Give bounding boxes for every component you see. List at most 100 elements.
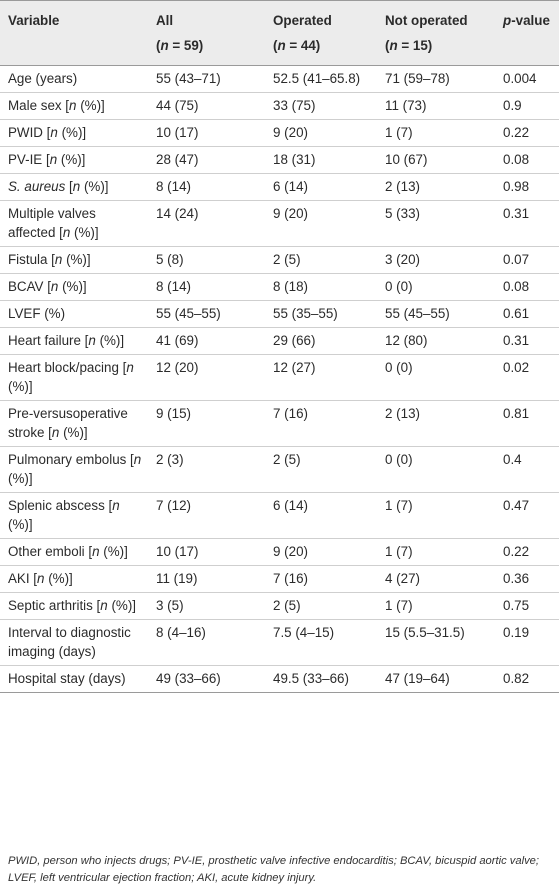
- header-row: Variable All (n = 59) Operated (n = 44) No…: [0, 0, 559, 66]
- cell-p-value: 0.19: [495, 619, 559, 666]
- cell-all: 9 (15): [148, 400, 265, 447]
- cell-operated: 9 (20): [265, 200, 377, 247]
- cell-all: 14 (24): [148, 200, 265, 247]
- table-body: Age (years) 55 (43–71) 52.5 (41–65.8) 71 (5…: [0, 65, 559, 693]
- cell-p-value: 0.02: [495, 354, 559, 401]
- cell-not-operated: 4 (27): [377, 565, 495, 593]
- table-row: Age (years) 55 (43–71) 52.5 (41–65.8) 71 (5…: [0, 65, 559, 93]
- cell-operated: 7 (16): [265, 565, 377, 593]
- cell-p-value: 0.36: [495, 565, 559, 593]
- cell-p-value: 0.82: [495, 665, 559, 693]
- table-row: Septic arthritis [n (%)] 3 (5) 2 (5) 1 (7) 0…: [0, 592, 559, 620]
- cell-variable: LVEF (%): [0, 300, 148, 328]
- cell-all: 2 (3): [148, 446, 265, 493]
- cell-not-operated: 0 (0): [377, 446, 495, 493]
- table-row: S. aureus [n (%)] 8 (14) 6 (14) 2 (13) 0.98: [0, 173, 559, 201]
- cell-not-operated: 5 (33): [377, 200, 495, 247]
- cell-variable: Splenic abscess [n (%)]: [0, 492, 148, 539]
- cell-variable: AKI [n (%)]: [0, 565, 148, 593]
- cell-operated: 33 (75): [265, 92, 377, 120]
- cell-variable: Fistula [n (%)]: [0, 246, 148, 274]
- table-row: Pre-versusoperative stroke [n (%)] 9 (15)…: [0, 400, 559, 447]
- cell-p-value: 0.81: [495, 400, 559, 447]
- cell-p-value: 0.47: [495, 492, 559, 539]
- cell-variable: Other emboli [n (%)]: [0, 538, 148, 566]
- cell-variable: Male sex [n (%)]: [0, 92, 148, 120]
- cell-p-value: 0.22: [495, 119, 559, 147]
- cell-variable: PWID [n (%)]: [0, 119, 148, 147]
- cell-all: 28 (47): [148, 146, 265, 174]
- cell-all: 44 (75): [148, 92, 265, 120]
- cell-not-operated: 1 (7): [377, 492, 495, 539]
- cell-variable: Septic arthritis [n (%)]: [0, 592, 148, 620]
- cell-not-operated: 71 (59–78): [377, 65, 495, 93]
- cell-operated: 55 (35–55): [265, 300, 377, 328]
- cell-all: 41 (69): [148, 327, 265, 355]
- cell-p-value: 0.61: [495, 300, 559, 328]
- table-row: Multiple valves affected [n (%)] 14 (24) 9…: [0, 200, 559, 247]
- table-row: BCAV [n (%)] 8 (14) 8 (18) 0 (0) 0.08: [0, 273, 559, 301]
- cell-variable: Interval to diagnostic imaging (days): [0, 619, 148, 666]
- cell-all: 11 (19): [148, 565, 265, 593]
- header-not-operated: Not operated (n = 15): [377, 0, 495, 66]
- cell-all: 8 (14): [148, 173, 265, 201]
- cell-not-operated: 1 (7): [377, 592, 495, 620]
- cell-variable: BCAV [n (%)]: [0, 273, 148, 301]
- cell-variable: Multiple valves affected [n (%)]: [0, 200, 148, 247]
- table-row: Splenic abscess [n (%)] 7 (12) 6 (14) 1 (7)…: [0, 492, 559, 539]
- cell-p-value: 0.4: [495, 446, 559, 493]
- cell-p-value: 0.98: [495, 173, 559, 201]
- table-row: PWID [n (%)] 10 (17) 9 (20) 1 (7) 0.22: [0, 119, 559, 147]
- cell-all: 8 (4–16): [148, 619, 265, 666]
- cell-all: 10 (17): [148, 119, 265, 147]
- table-row: Heart block/pacing [n (%)] 12 (20) 12 (27)…: [0, 354, 559, 401]
- table-row: Other emboli [n (%)] 10 (17) 9 (20) 1 (7) 0.…: [0, 538, 559, 566]
- cell-p-value: 0.08: [495, 273, 559, 301]
- header-all: All (n = 59): [148, 0, 265, 66]
- cell-operated: 2 (5): [265, 446, 377, 493]
- cell-not-operated: 0 (0): [377, 273, 495, 301]
- table-row: PV-IE [n (%)] 28 (47) 18 (31) 10 (67) 0.08: [0, 146, 559, 174]
- cell-variable: Hospital stay (days): [0, 665, 148, 693]
- cell-not-operated: 2 (13): [377, 173, 495, 201]
- cell-not-operated: 11 (73): [377, 92, 495, 120]
- cell-p-value: 0.9: [495, 92, 559, 120]
- cell-not-operated: 1 (7): [377, 119, 495, 147]
- cell-all: 8 (14): [148, 273, 265, 301]
- cell-all: 49 (33–66): [148, 665, 265, 693]
- cell-operated: 49.5 (33–66): [265, 665, 377, 693]
- cell-variable: Heart block/pacing [n (%)]: [0, 354, 148, 401]
- cell-variable: Heart failure [n (%)]: [0, 327, 148, 355]
- cell-not-operated: 15 (5.5–31.5): [377, 619, 495, 666]
- cell-p-value: 0.31: [495, 327, 559, 355]
- cell-p-value: 0.31: [495, 200, 559, 247]
- cell-all: 3 (5): [148, 592, 265, 620]
- cell-all: 10 (17): [148, 538, 265, 566]
- cell-p-value: 0.22: [495, 538, 559, 566]
- cell-p-value: 0.75: [495, 592, 559, 620]
- cell-not-operated: 47 (19–64): [377, 665, 495, 693]
- cell-operated: 9 (20): [265, 538, 377, 566]
- cell-operated: 29 (66): [265, 327, 377, 355]
- table-footnote: PWID, person who injects drugs; PV-IE, p…: [8, 855, 540, 884]
- cell-all: 5 (8): [148, 246, 265, 274]
- table-row: Male sex [n (%)] 44 (75) 33 (75) 11 (73) 0.9: [0, 92, 559, 120]
- cell-not-operated: 12 (80): [377, 327, 495, 355]
- cell-operated: 6 (14): [265, 492, 377, 539]
- table-row: Interval to diagnostic imaging (days) 8 (…: [0, 619, 559, 666]
- results-table: Variable All (n = 59) Operated (n = 44) No…: [0, 0, 559, 693]
- cell-p-value: 0.004: [495, 65, 559, 93]
- cell-operated: 6 (14): [265, 173, 377, 201]
- table-row: Hospital stay (days) 49 (33–66) 49.5 (33–6…: [0, 665, 559, 693]
- cell-not-operated: 55 (45–55): [377, 300, 495, 328]
- header-variable: Variable: [0, 0, 148, 66]
- cell-all: 55 (43–71): [148, 65, 265, 93]
- cell-variable: Pulmonary embolus [n (%)]: [0, 446, 148, 493]
- cell-p-value: 0.08: [495, 146, 559, 174]
- cell-variable: Age (years): [0, 65, 148, 93]
- cell-variable: PV-IE [n (%)]: [0, 146, 148, 174]
- cell-operated: 52.5 (41–65.8): [265, 65, 377, 93]
- header-p-value: p-value: [495, 0, 559, 66]
- cell-operated: 18 (31): [265, 146, 377, 174]
